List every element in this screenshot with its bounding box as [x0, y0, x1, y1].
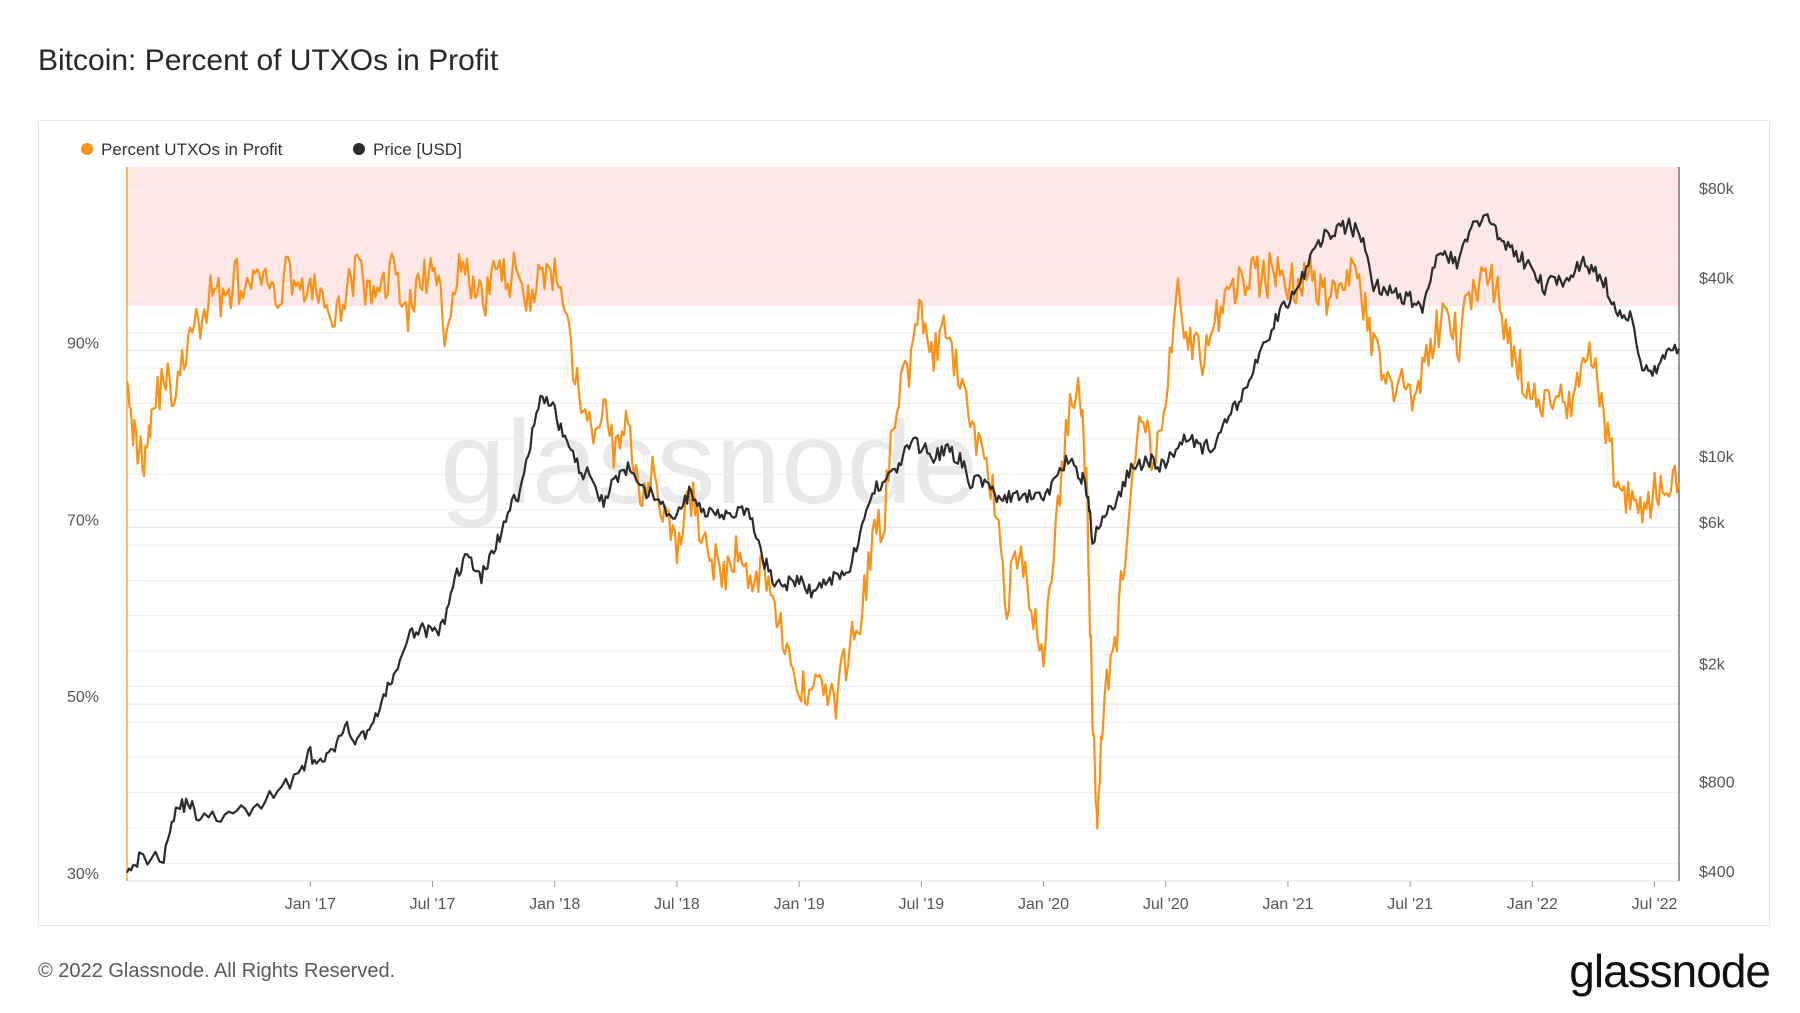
x-tick-label: Jan '20: [1018, 896, 1069, 913]
x-tick-label: Jan '17: [285, 896, 336, 913]
x-tick-label: Jan '21: [1262, 896, 1313, 913]
x-tick-label: Jul '17: [410, 896, 456, 913]
series-line-profit: [125, 251, 1681, 830]
x-tick-label: Jan '18: [529, 896, 580, 913]
x-tick-label: Jul '21: [1387, 896, 1433, 913]
y-left-tick-label: 90%: [67, 335, 99, 352]
y-right-tick-label: $40k: [1699, 270, 1735, 287]
y-left-tick-label: 70%: [67, 512, 99, 529]
x-tick-label: Jan '19: [774, 896, 825, 913]
y-left-tick-label: 30%: [67, 866, 99, 883]
x-tick-label: Jul '18: [654, 896, 700, 913]
series-line-price: [126, 213, 1681, 874]
x-tick-label: Jul '20: [1143, 896, 1189, 913]
page-title: Bitcoin: Percent of UTXOs in Profit: [38, 44, 499, 77]
x-tick-label: Jul '19: [898, 896, 944, 913]
legend-dot-price: [353, 143, 365, 155]
legend-label-profit: Percent UTXOs in Profit: [101, 140, 283, 159]
legend-label-price: Price [USD]: [373, 140, 462, 159]
y-right-tick-label: $10k: [1699, 449, 1735, 466]
y-right-tick-label: $6k: [1699, 515, 1726, 532]
y-right-tick-label: $80k: [1699, 181, 1735, 198]
x-tick-label: Jan '22: [1507, 896, 1558, 913]
legend: Percent UTXOs in Profit Price [USD]: [81, 140, 462, 159]
chart-panel: glassnode 30% 50% 70% 90% $400 $800 $2k $6k $10k…: [38, 120, 1770, 926]
x-tick-label: Jul '22: [1632, 896, 1678, 913]
brand-logo[interactable]: glassnode: [1569, 945, 1771, 997]
y-left-tick-label: 50%: [67, 689, 99, 706]
y-right-tick-label: $2k: [1699, 657, 1726, 674]
highlight-band: [127, 167, 1679, 307]
legend-dot-profit: [81, 143, 93, 155]
copyright: © 2022 Glassnode. All Rights Reserved.: [38, 960, 396, 982]
legend-item-profit[interactable]: Percent UTXOs in Profit: [81, 140, 283, 159]
legend-item-price[interactable]: Price [USD]: [353, 140, 462, 159]
y-right-tick-label: $800: [1699, 775, 1735, 792]
y-right-tick-label: $400: [1699, 864, 1735, 881]
chart: glassnode 30%50%70%90%$400$800$2k$6k$10k…: [67, 140, 1735, 913]
